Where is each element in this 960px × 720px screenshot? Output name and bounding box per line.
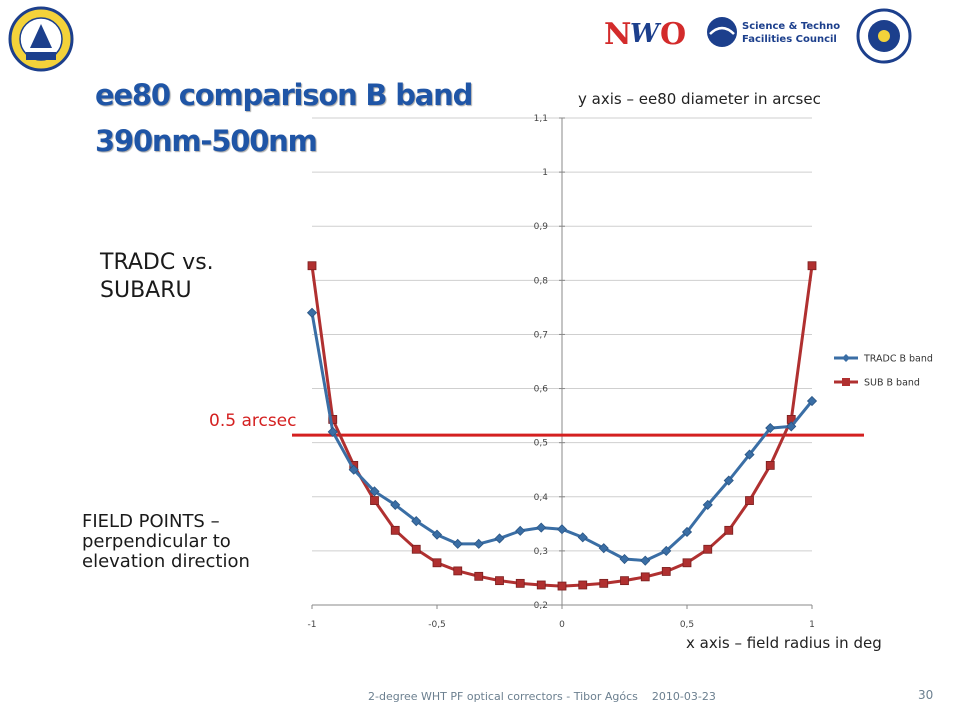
data-point-sub [390,525,400,535]
data-point-tradc [390,499,401,510]
data-point-tradc [681,526,693,538]
data-point-tradc [536,522,547,533]
data-point-tradc [411,516,422,527]
data-point-tradc [494,533,505,544]
svg-text:Facilities Council: Facilities Council [742,34,837,45]
data-point-tradc [515,525,526,536]
data-point-tradc [765,422,776,434]
legend-label: TRADC B band [863,354,933,365]
data-point-sub [682,558,692,568]
data-point-sub [432,558,442,568]
data-point-sub [578,580,588,590]
y-tick-label: 0,5 [534,439,548,449]
y-tick-label: 1,1 [534,114,548,124]
data-point-tradc [619,553,630,565]
data-point-tradc [598,543,609,554]
field-points-note: FIELD POINTS – perpendicular to elevatio… [82,511,250,572]
data-point-tradc [473,538,484,549]
footer-date: 2010-03-23 [651,690,716,703]
data-point-sub [640,572,650,582]
data-point-sub [474,571,484,581]
isaac-newton-group-logo [8,6,74,72]
svg-text:Science & Technology: Science & Technology [742,21,840,32]
data-point-sub [807,261,817,271]
data-point-sub [557,581,567,591]
data-point-tradc [661,545,672,556]
data-point-sub [703,544,713,554]
data-point-tradc [431,529,443,540]
data-point-tradc [452,538,463,549]
x-tick-label: -0,5 [428,620,446,630]
stfc-logo: Science & Technology Facilities Council [707,17,840,47]
data-point-sub [307,261,317,271]
data-point-sub [745,496,754,505]
y-tick-label: 0,2 [534,601,548,611]
slide-title-line2: 390nm-500nm [95,124,318,158]
data-point-sub [661,567,671,576]
data-point-tradc [327,426,338,437]
data-point-tradc [306,307,318,318]
data-point-tradc [556,524,568,535]
data-point-sub [370,496,379,505]
legend-marker [842,378,850,386]
iac-logo [856,8,912,64]
data-point-sub [453,566,463,576]
data-point-tradc [702,499,713,510]
data-point-tradc [723,475,734,486]
legend-label: SUB B band [864,378,920,389]
y-tick-label: 0,6 [534,385,549,395]
data-point-sub [765,460,775,470]
x-tick-label: 0,5 [680,620,694,630]
x-tick-label: 1 [809,620,815,630]
svg-text:N: N [604,17,631,50]
data-point-tradc [640,555,651,566]
y-tick-label: 1 [542,168,548,178]
data-point-sub [536,580,546,590]
y-tick-label: 0,8 [534,276,549,286]
y-tick-label: 0,9 [534,222,549,232]
footer-text: 2-degree WHT PF optical correctors - Tib… [368,690,716,703]
svg-text:O: O [660,17,686,50]
comparison-label: TRADC vs. SUBARU [100,250,214,303]
data-point-tradc [806,395,818,407]
page-number: 30 [918,688,934,702]
x-tick-label: 0 [559,620,565,630]
data-point-tradc [348,464,359,475]
data-point-tradc [786,421,797,432]
data-point-tradc [577,532,588,543]
reference-line-label: 0.5 arcsec [209,411,297,431]
y-tick-label: 0,3 [534,547,548,557]
data-point-sub [599,578,609,588]
data-point-sub [620,576,629,586]
data-point-sub [515,578,525,588]
y-tick-label: 0,4 [534,493,549,503]
footer-author: 2-degree WHT PF optical correctors - Tib… [368,690,638,703]
x-axis-note: x axis – field radius in deg [686,634,882,652]
data-point-tradc [744,449,755,460]
legend-marker [842,354,850,362]
y-tick-label: 0,7 [534,330,548,340]
data-point-tradc [369,486,380,497]
y-axis-note: y axis – ee80 diameter in arcsec [578,90,821,108]
data-point-sub [411,544,421,554]
data-point-sub [724,525,734,535]
data-point-sub [495,576,504,586]
slide-title-line1: ee80 comparison B band [95,78,473,112]
x-tick-label: -1 [308,620,317,630]
svg-text:W: W [630,19,662,49]
nwo-logo: N W O [604,17,686,50]
